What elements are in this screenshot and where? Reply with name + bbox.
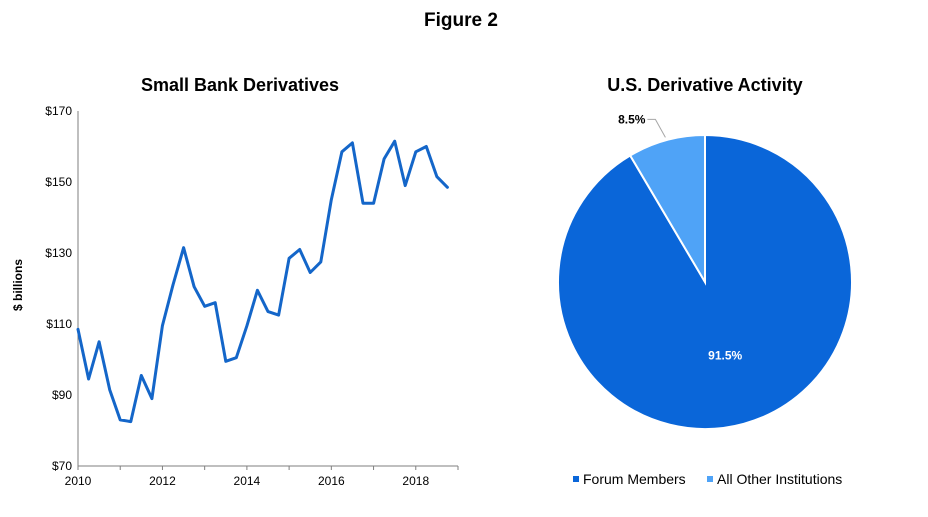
figure-title: Figure 2	[424, 10, 498, 31]
line-data-point	[287, 257, 291, 260]
line-data-point	[256, 289, 259, 292]
line-points	[76, 139, 449, 423]
line-chart: Small Bank Derivatives $ billions $70 $90…	[11, 75, 459, 488]
pie-chart: U.S. Derivative Activity 91.5% 8.5% Forum…	[557, 75, 853, 487]
line-data-point	[245, 324, 249, 327]
line-data-point	[361, 202, 365, 205]
pie-labels: 91.5% 8.5%	[618, 112, 742, 362]
y-axis-label: $ billions	[11, 259, 25, 311]
x-tick-label: 2016	[318, 474, 345, 488]
line-data-point	[425, 145, 428, 148]
pie-slice-all-other-institutions	[628, 133, 706, 286]
line-data-point	[404, 184, 407, 187]
legend-label: All Other Institutions	[717, 471, 842, 487]
y-tick-label: $130	[45, 246, 72, 260]
y-tick-label: $90	[52, 388, 72, 402]
line-data-point	[192, 285, 196, 288]
line-data-point	[214, 301, 217, 304]
line-data-point	[298, 248, 301, 251]
line-data-point	[319, 260, 322, 264]
line-series	[76, 139, 449, 424]
line-data-point	[150, 397, 154, 400]
line-data-point	[351, 141, 354, 145]
line-data-point	[129, 420, 132, 423]
line-data-point	[266, 310, 270, 313]
line-data-point	[446, 186, 449, 189]
line-data-point	[393, 139, 396, 143]
line-data-point	[414, 150, 417, 154]
line-data-point	[171, 283, 175, 287]
x-tick-label: 2014	[234, 474, 261, 488]
y-tick-label: $70	[52, 459, 72, 473]
pie-legend: Forum Members All Other Institutions	[573, 471, 842, 487]
y-tick-label: $110	[46, 317, 72, 331]
line-data-point	[140, 374, 143, 377]
line-data-point	[119, 418, 122, 422]
line-chart-title: Small Bank Derivatives	[141, 75, 339, 95]
line-axes: $70 $90 $110 $130 $150 $170 2010 2012 2014 2016 20…	[45, 104, 459, 488]
line-data-point	[435, 175, 439, 178]
line-data-point	[372, 202, 375, 205]
pie-slice-label: 8.5%	[618, 112, 646, 126]
line-data-point	[382, 157, 386, 161]
line-data-point	[76, 328, 80, 331]
y-tick-label: $150	[45, 175, 72, 189]
x-tick-label: 2012	[149, 474, 176, 488]
line-data-point	[182, 246, 185, 249]
pie-slices	[557, 133, 853, 430]
line-data-point	[203, 305, 206, 308]
legend-swatch	[573, 476, 579, 482]
pie-chart-title: U.S. Derivative Activity	[607, 75, 802, 95]
pie-leader-line	[647, 118, 666, 138]
legend-swatch	[707, 476, 713, 482]
line-data-point	[87, 377, 90, 381]
line-data-point	[108, 388, 111, 391]
line-data-point	[277, 313, 280, 317]
x-tick-label: 2018	[402, 474, 429, 488]
pie-slice-label: 91.5%	[708, 349, 742, 363]
line-data-point	[309, 271, 312, 274]
line-data-point	[224, 360, 227, 363]
legend-label: Forum Members	[583, 471, 686, 487]
x-tick-label: 2010	[65, 474, 92, 488]
line-data-point	[161, 324, 164, 327]
line-data-point	[330, 198, 333, 201]
line-data-point	[97, 340, 101, 343]
line-data-point	[235, 356, 238, 359]
y-tick-label: $170	[45, 104, 72, 118]
line-data-point	[340, 150, 344, 154]
